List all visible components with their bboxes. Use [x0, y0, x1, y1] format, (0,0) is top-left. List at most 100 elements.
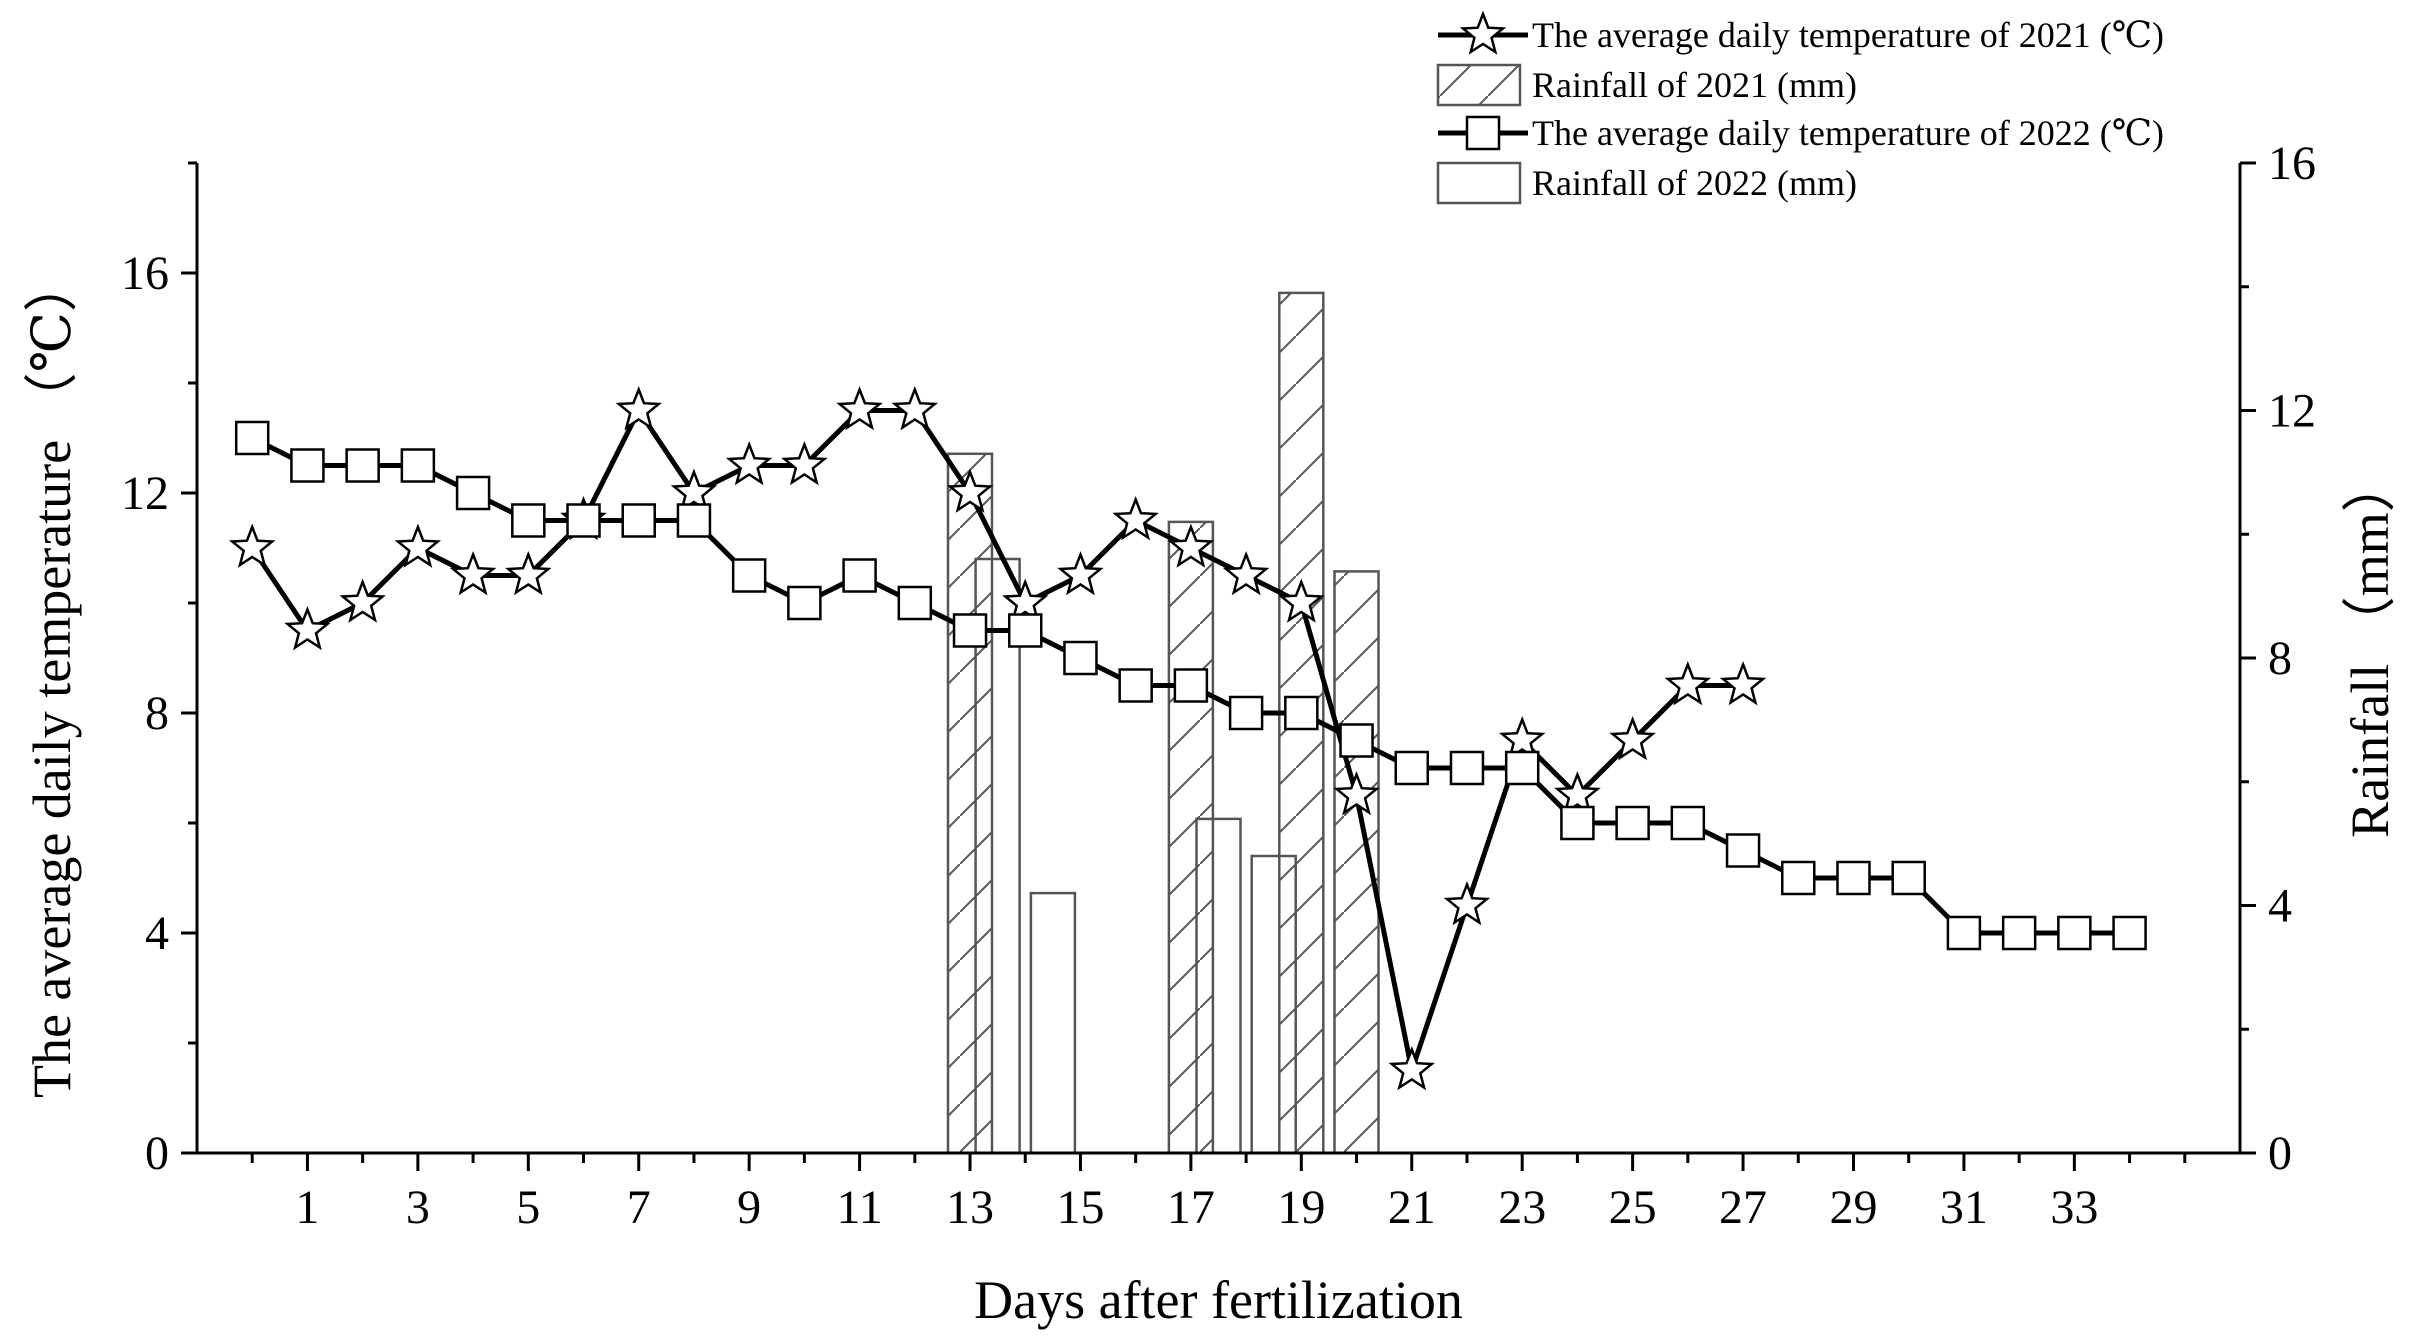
x-tick-label: 15 — [1056, 1181, 1104, 1234]
temperature-2022-point — [1781, 860, 1816, 896]
temperature-2022-point — [842, 558, 877, 593]
temperature-2022-point — [1560, 805, 1595, 841]
y-left-tick-label: 12 — [121, 467, 169, 520]
temperature-2022-point — [1670, 805, 1706, 841]
temperature-2021-point — [1498, 716, 1546, 761]
temperature-2022-point — [1615, 805, 1650, 841]
temperature-2021-point — [1167, 523, 1215, 568]
temperature-2022-point — [2057, 915, 2092, 951]
temperature-2021-point — [339, 578, 386, 623]
x-axis-title: Days after fertilization — [974, 1270, 1463, 1330]
temperature-2022-point — [290, 448, 325, 483]
y-right-tick-label: 4 — [2268, 880, 2292, 933]
temperature-2021-point — [1278, 578, 1325, 623]
temperature-2022-point — [1228, 695, 1264, 731]
temperature-2021-point — [1664, 661, 1712, 706]
y-axis-right-title: Rainfall （mm） — [2340, 458, 2400, 837]
temperature-2021-point — [1609, 716, 1656, 761]
temperature-2022-point — [787, 585, 822, 621]
temperature-2022-point — [400, 448, 436, 483]
temperature-2022-point — [1118, 668, 1153, 703]
y-right-tick-label: 12 — [2268, 385, 2316, 438]
legend-plain-bar-swatch — [1436, 161, 1522, 205]
temperature-2022-point — [1946, 915, 1982, 951]
temperature-2022-point — [234, 420, 270, 456]
temperature-2022-point — [1504, 750, 1540, 786]
y-left-tick-label: 0 — [145, 1127, 169, 1180]
rainfall-2021-bar — [1167, 520, 1215, 1155]
temperature-2022-point — [566, 503, 601, 538]
temperature-2021-point — [449, 551, 497, 596]
y-right-tick-label: 0 — [2268, 1127, 2292, 1180]
temperature-2021-point — [946, 468, 994, 513]
temperature-2021-point — [836, 386, 883, 431]
temperature-2021-point — [1554, 771, 1601, 816]
rainfall-2022-bar — [1029, 891, 1077, 1155]
legend: The average daily temperature of 2021 (℃… — [1436, 10, 2164, 205]
temperature-2021-point — [505, 551, 552, 596]
y-axis-left-title: The average daily temperature （℃） — [22, 258, 82, 1098]
x-tick-label: 13 — [946, 1181, 994, 1234]
temperature-2021-point — [1443, 881, 1491, 926]
legend-hatched-bar-swatch — [1436, 63, 1522, 107]
temperature-2021-point — [670, 468, 718, 513]
temperature-2021-point — [1002, 578, 1049, 623]
y-right-tick-label: 16 — [2268, 137, 2316, 190]
temperature-2021-line — [250, 408, 1744, 1073]
x-tick-label: 11 — [836, 1181, 882, 1234]
temperature-2022-point — [1173, 668, 1209, 703]
temperature-2021-point — [228, 523, 276, 568]
temperature-2021-point — [615, 386, 662, 431]
temperature-2022-point — [2112, 915, 2147, 951]
temperature-2022-point — [1449, 750, 1485, 786]
temperature-2022-point — [345, 448, 380, 483]
x-tick-label: 27 — [1719, 1181, 1767, 1234]
legend-star-marker — [1459, 10, 1507, 55]
temperature-2022-point — [1007, 613, 1043, 648]
y-right-tick-label: 8 — [2268, 632, 2292, 685]
x-tick-label: 19 — [1277, 1181, 1325, 1234]
x-tick-label: 25 — [1609, 1181, 1657, 1234]
temperature-2021-point — [891, 386, 939, 431]
x-tick-label: 9 — [737, 1181, 761, 1234]
x-tick-label: 17 — [1167, 1181, 1215, 1234]
temperature-2022-point — [621, 503, 656, 538]
temperature-2022-point — [676, 503, 712, 538]
y-left-tick-label: 4 — [145, 907, 169, 960]
temperature-2022-point — [1063, 640, 1098, 676]
legend-entry-label: Rainfall of 2021 (mm) — [1532, 65, 1857, 105]
temperature-2021-point — [1719, 661, 1767, 706]
x-tick-label: 29 — [1829, 1181, 1877, 1234]
temperature-2022-point — [1284, 695, 1319, 731]
temperature-2022-point — [1725, 833, 1761, 868]
x-tick-label: 3 — [406, 1181, 430, 1234]
x-tick-label: 1 — [295, 1181, 319, 1234]
legend-square-marker — [1465, 115, 1501, 151]
temperature-2021-point — [781, 441, 828, 486]
temperature-2022-point — [897, 585, 933, 621]
temperature-2021-point — [284, 606, 331, 651]
legend-entry-label: The average daily temperature of 2022 (℃… — [1532, 113, 2164, 153]
x-tick-label: 31 — [1940, 1181, 1988, 1234]
axes: 1 3 5 7 9 11 13 15 17 19 21 23 25 27 29 31 3304812160481… — [121, 137, 2316, 1234]
legend-entry-label: Rainfall of 2022 (mm) — [1532, 163, 1857, 203]
y-left-tick-label: 16 — [121, 247, 169, 300]
temperature-2022-point — [1836, 860, 1871, 896]
temperature-2022-point — [455, 475, 491, 511]
x-tick-label: 5 — [516, 1181, 540, 1234]
x-tick-label: 21 — [1388, 1181, 1436, 1234]
temperature-2021-point — [1057, 551, 1104, 596]
y-left-tick-label: 8 — [145, 687, 169, 740]
temperature-2021-point — [725, 441, 773, 486]
temperature-2022-point — [1339, 723, 1374, 758]
temperature-2021-point — [1388, 1046, 1435, 1091]
temperature-2022-point — [511, 503, 546, 538]
temperature-2021-point — [394, 523, 442, 568]
temperature-2021-point — [1222, 551, 1270, 596]
temperature-2021-point — [1333, 771, 1380, 816]
x-tick-label: 7 — [627, 1181, 651, 1234]
temperature-2022-point — [1891, 860, 1926, 896]
temperature-2022-point — [1394, 750, 1430, 786]
temperature-2022-point — [952, 613, 988, 648]
